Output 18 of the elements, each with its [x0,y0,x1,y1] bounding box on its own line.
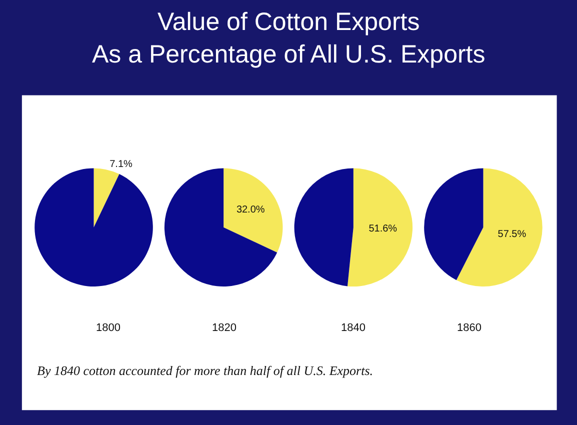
text: 1860 [457,322,482,334]
pie-slice [224,168,283,253]
text: By 1840 cotton accounted for more than half of all U.S. Exports. [37,363,374,378]
text: 1800 [96,322,120,334]
pie-slice [94,168,120,228]
pie-slice [456,168,542,286]
pie-slice [164,168,278,286]
pie-slice [347,168,413,286]
data-label: 32.0% [236,204,265,216]
pie-slice [294,168,354,286]
text: 1820 [212,322,236,334]
data-label: 57.5% [498,228,526,240]
text: 1840 [341,322,366,334]
pie-slice [34,168,153,286]
pie-slice [424,168,484,280]
data-label: 7.1% [110,158,132,170]
text: Value of Cotton Exports As a Percentage of All U.S. Exports [92,8,486,68]
data-label: 51.6% [368,223,398,234]
